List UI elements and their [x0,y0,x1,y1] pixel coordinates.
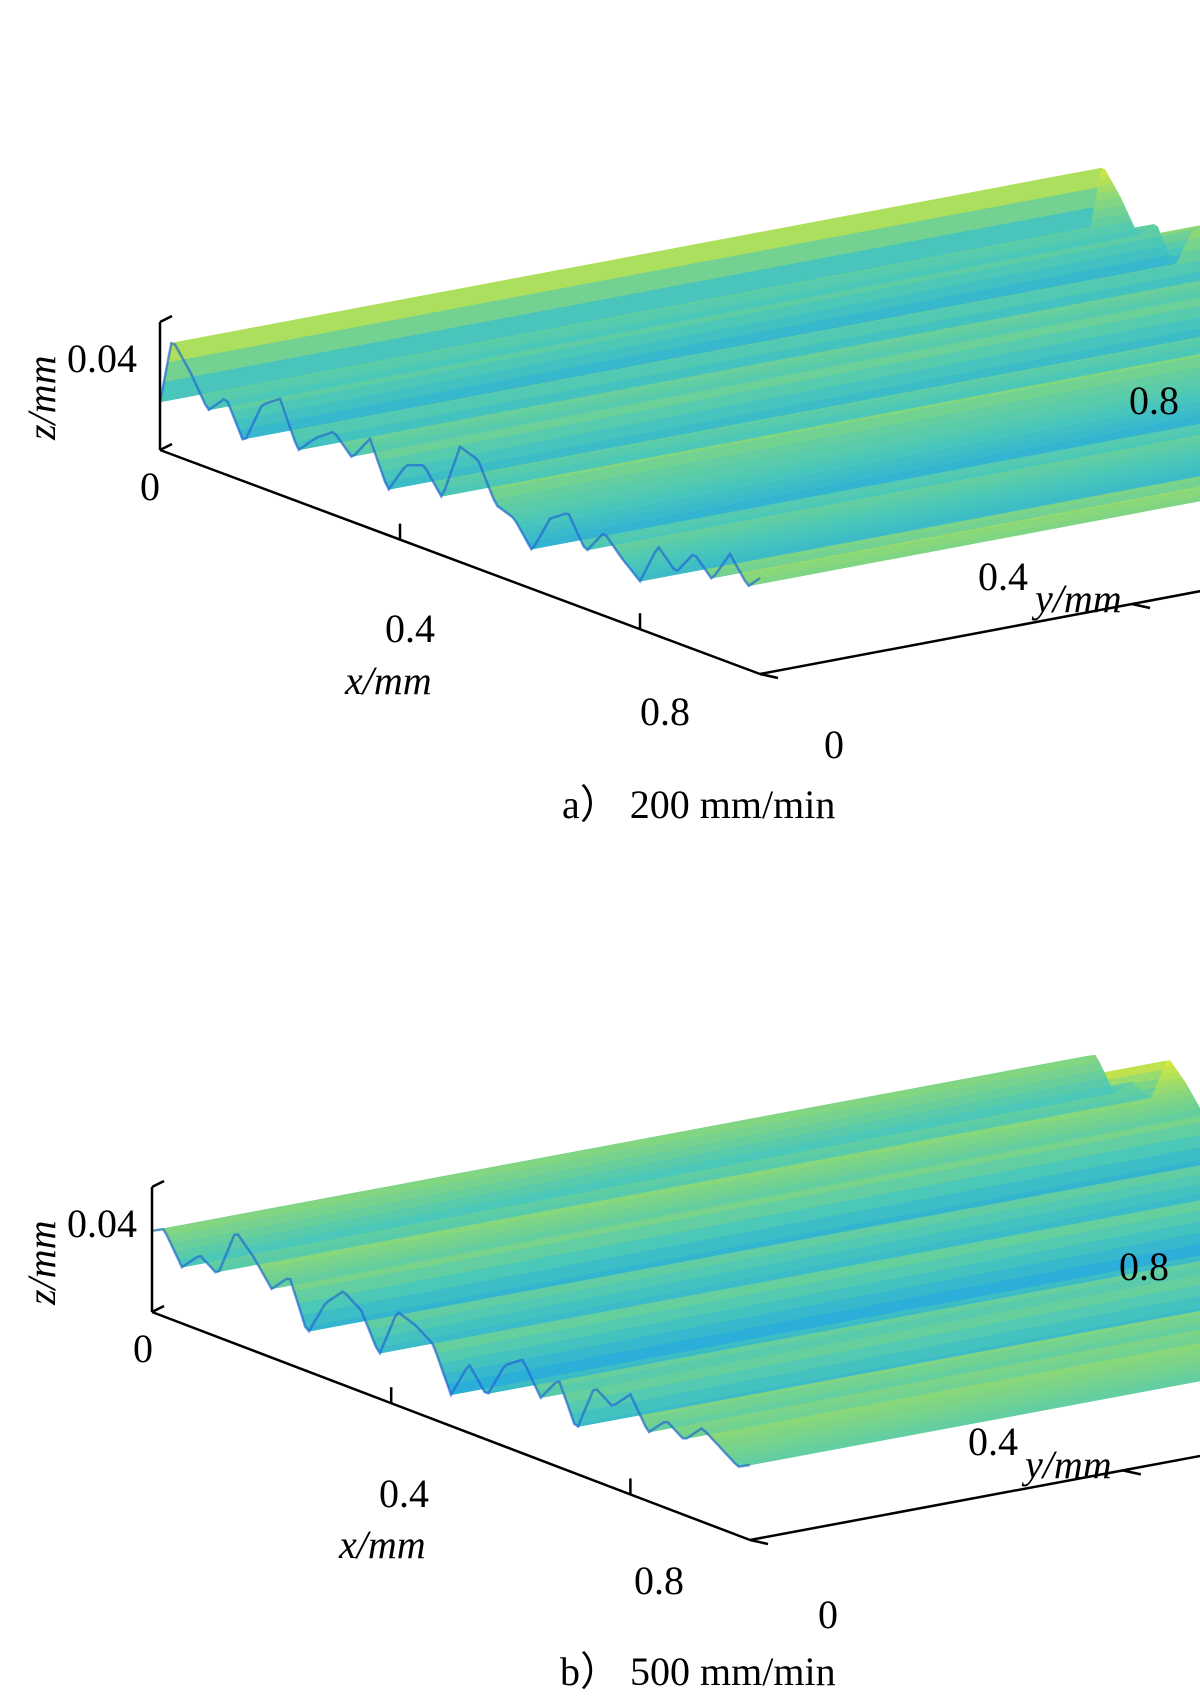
z-tick [151,1304,165,1314]
z-tick-label: 0 [133,1326,153,1371]
axes-b [150,1179,1200,1546]
y-axis-label: y/mm [1031,576,1122,621]
panel-caption: b） 500 mm/min [560,1649,836,1694]
surface-plot-a [158,167,1200,588]
y-tick [749,1538,769,1546]
z-tick-label: 0.04 [67,1201,137,1246]
y-tick [1131,602,1151,610]
x-tick-label: 0.8 [634,1558,684,1603]
y-tick-label: 0.8 [1119,1244,1169,1289]
z-tick [159,314,173,324]
z-tick [151,1179,165,1189]
y-tick-label: 0 [824,722,844,767]
axes-a [158,314,1200,680]
x-axis-label: x/mm [344,658,432,703]
x-tick-label: 0.4 [385,606,435,651]
y-tick [759,672,779,680]
x-axis-line [151,1310,751,1542]
panel-caption: a） 200 mm/min [562,782,835,827]
y-axis-label: y/mm [1021,1442,1112,1487]
z-tick-label: 0.04 [67,336,137,381]
y-tick-label: 0.4 [978,554,1028,599]
x-axis-label: x/mm [338,1522,426,1567]
y-axis-line [749,1454,1200,1542]
front-profile-line [151,1227,751,1468]
panel-a: 0.04 0 z/mm 0.4 0.8 x/mm 0 0.4 0.8 y/mm … [19,167,1200,827]
z-tick-label: 0 [140,464,160,509]
y-tick-label: 0.4 [968,1419,1018,1464]
panel-b: 0.04 0 z/mm 0.4 0.8 x/mm 0 0.4 0.8 y/mm … [19,1054,1200,1694]
y-tick-label: 0.8 [1129,378,1179,423]
y-tick-label: 0 [818,1592,838,1637]
front-profile-line [158,341,761,588]
x-tick-label: 0.8 [640,689,690,734]
z-tick [159,442,173,452]
x-tick-label: 0.4 [379,1471,429,1516]
z-axis-label: z/mm [19,356,64,441]
x-axis-line [159,448,761,676]
y-axis-line [759,589,1200,676]
z-axis-label: z/mm [19,1221,64,1306]
surface-plot-b [151,1054,1200,1468]
y-tick [1122,1469,1142,1476]
